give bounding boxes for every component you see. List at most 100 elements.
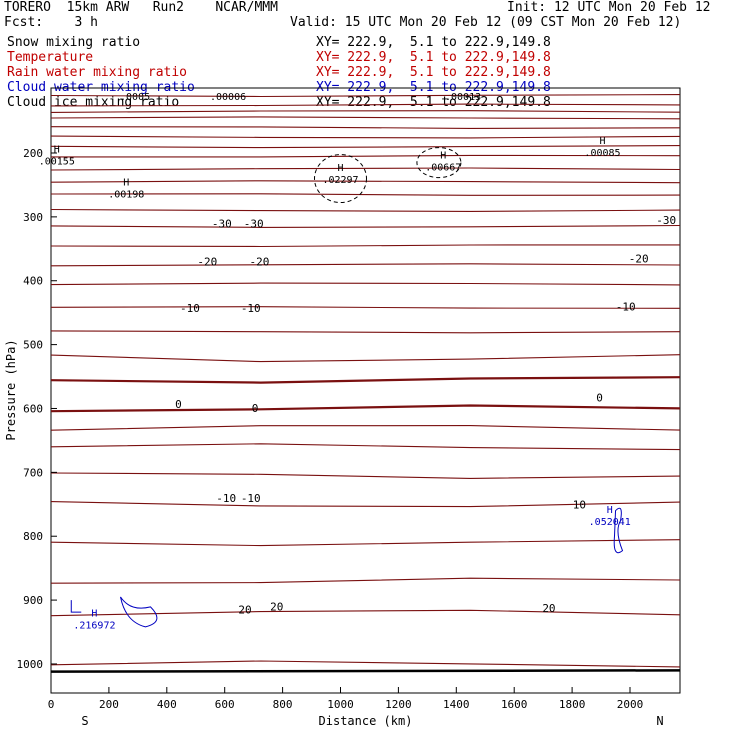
legend-name: Snow mixing ratio (7, 35, 141, 50)
cloud-water-contour (613, 507, 624, 554)
surface-line (50, 669, 681, 673)
maximum-value: .00198 (108, 190, 144, 201)
maximum-marker: H (607, 505, 613, 516)
y-axis-title: Pressure (hPa) (4, 339, 18, 440)
isotherm-line (50, 103, 681, 107)
maximum-marker: H (91, 609, 97, 620)
isotherm-line (50, 404, 681, 413)
isotherm-label: -10 (180, 302, 200, 315)
maximum-value: .00667 (425, 163, 461, 174)
isotherm-line (51, 154, 681, 158)
maximum-marker: H (440, 151, 446, 162)
y-tick-label: 700 (23, 466, 43, 479)
init-time: Init: 12 UTC Mon 20 Feb 12 (507, 0, 711, 15)
isotherm-line (50, 354, 681, 363)
isotherm-label: 0 (175, 398, 182, 411)
legend-xy: XY= 222.9, 5.1 to 222.9,149.8 (316, 35, 551, 50)
x-tick-label: 1600 (501, 698, 528, 711)
x-axis-title: Distance (km) (319, 714, 413, 728)
isotherm-line (50, 94, 681, 98)
isotherm-label: -10 (216, 492, 236, 505)
maximum-value: .052041 (589, 517, 631, 528)
isotherm-label: -20 (250, 256, 270, 269)
x-tick-label: 0 (48, 698, 55, 711)
isotherm-line (50, 443, 681, 451)
y-tick-label: 200 (23, 147, 43, 160)
y-tick-label: 900 (23, 594, 43, 607)
maximum-marker: H (337, 163, 343, 174)
north-end-label: N (656, 714, 663, 728)
isotherm-line (50, 110, 681, 113)
isotherm-label: -20 (629, 252, 649, 265)
valid-time: Valid: 15 UTC Mon 20 Feb 12 (09 CST Mon … (290, 15, 682, 30)
forecast-hour: Fcst: 3 h (4, 15, 98, 30)
isotherm-label: 10 (573, 498, 586, 511)
isotherm-label: -30 (656, 214, 676, 227)
isotherm-line (50, 263, 681, 267)
maximum-marker: H (599, 136, 605, 147)
isotherm-line (50, 167, 681, 171)
isotherm-line (50, 376, 681, 384)
x-tick-label: 1000 (327, 698, 354, 711)
plot-frame (50, 87, 681, 694)
snow-contour (416, 147, 462, 179)
maximum-value: .00085 (584, 148, 620, 159)
y-tick-label: 800 (23, 530, 43, 543)
x-tick-label: 1200 (385, 698, 412, 711)
isotherm-line (50, 306, 681, 309)
isotherm-line (50, 135, 681, 139)
x-tick-label: 200 (99, 698, 119, 711)
model-title: TORERO 15km ARW Run2 NCAR/MMM (4, 0, 278, 15)
isotherm-line (50, 577, 681, 584)
isotherm-line (50, 208, 681, 212)
isotherm-line (50, 116, 681, 120)
isotherm-line (50, 224, 681, 228)
isotherm-line (50, 126, 681, 129)
top-edge-value: .00006 (210, 92, 246, 103)
isotherm-line (50, 539, 681, 547)
isotherm-label: 20 (270, 600, 283, 613)
maximum-value: .02297 (322, 175, 358, 186)
isotherm-label: -30 (244, 217, 264, 230)
x-tick-label: 1400 (443, 698, 470, 711)
isotherm-label: -10 (241, 302, 261, 315)
isotherm-line (50, 425, 681, 431)
top-edge-value: .00013 (445, 92, 481, 103)
isotherm-label: 20 (238, 604, 251, 617)
isotherm-line (50, 145, 681, 149)
isotherm-label: -10 (241, 492, 261, 505)
isotherm-label: -10 (616, 300, 636, 313)
isotherm-line (50, 660, 681, 668)
legend-xy: XY= 222.9, 5.1 to 222.9,149.8 (316, 65, 551, 80)
isotherm-line (50, 472, 681, 479)
x-tick-label: 400 (157, 698, 177, 711)
maximum-marker: H (123, 178, 129, 189)
isotherm-label: 0 (252, 402, 259, 415)
isotherm-line (50, 193, 681, 196)
isotherm-label: -30 (212, 217, 232, 230)
cloud-water-contour (70, 596, 158, 628)
isotherm-label: 0 (596, 392, 603, 405)
isotherm-line (50, 244, 681, 248)
maximum-value: .216972 (73, 621, 115, 632)
maximum-marker: H (54, 144, 60, 155)
legend-xy: XY= 222.9, 5.1 to 222.9,149.8 (316, 50, 551, 65)
legend-xy: XY= 222.9, 5.1 to 222.9,149.8 (316, 95, 551, 110)
x-tick-label: 600 (215, 698, 235, 711)
isotherm-line (50, 609, 681, 617)
isotherm-line (50, 282, 681, 286)
y-tick-label: 300 (23, 211, 43, 224)
x-tick-label: 1800 (559, 698, 586, 711)
x-tick-label: 800 (273, 698, 293, 711)
south-end-label: S (81, 714, 88, 728)
y-tick-label: 600 (23, 402, 43, 415)
legend-name: Rain water mixing ratio (7, 65, 188, 80)
isotherm-label: 20 (542, 602, 555, 615)
y-tick-label: 1000 (17, 658, 44, 671)
isotherm-line (50, 330, 681, 334)
top-edge-value: .0005 (120, 92, 150, 103)
isotherm-line (50, 501, 681, 508)
legend-name: Temperature (7, 50, 94, 65)
y-tick-label: 400 (23, 275, 43, 288)
